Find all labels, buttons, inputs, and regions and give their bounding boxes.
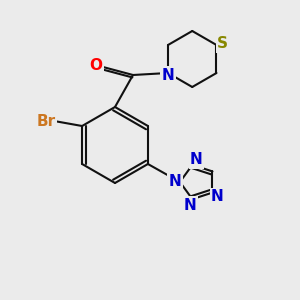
- Text: N: N: [184, 198, 197, 213]
- Text: N: N: [169, 173, 181, 188]
- Text: O: O: [89, 58, 103, 73]
- Text: Br: Br: [37, 113, 56, 128]
- Text: N: N: [162, 68, 174, 82]
- Text: S: S: [217, 37, 228, 52]
- Text: N: N: [211, 189, 224, 204]
- Text: N: N: [190, 152, 203, 167]
